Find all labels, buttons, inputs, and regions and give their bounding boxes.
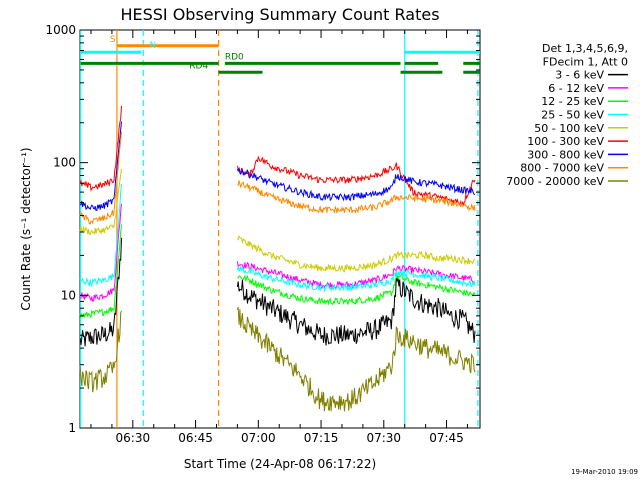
y-axis-label: Count Rate (s⁻¹ detector⁻¹)	[19, 147, 33, 310]
series-line	[79, 131, 122, 225]
x-axis-label: Start Time (24-Apr-08 06:17:22)	[184, 457, 376, 471]
legend: Det 1,3,4,5,6,9,FDecim 1, Att 03 - 6 keV…	[506, 42, 628, 188]
series-line	[79, 183, 122, 288]
series-line	[237, 273, 476, 306]
series-line	[236, 306, 476, 412]
legend-entry-label: 6 - 12 keV	[548, 82, 604, 95]
series-line	[79, 310, 122, 393]
y-tick-label: 100	[53, 156, 76, 170]
legend-entry-label: 50 - 100 keV	[534, 122, 604, 135]
legend-entry-label: 800 - 7000 keV	[520, 162, 604, 175]
series-line	[236, 234, 476, 273]
legend-entry-label: 3 - 6 keV	[555, 69, 604, 82]
legend-entry-label: 25 - 50 keV	[541, 109, 604, 122]
plot-area	[79, 29, 481, 429]
legend-entry-label: 7000 - 20000 keV	[506, 175, 604, 188]
series-line	[236, 265, 476, 293]
status-bar-rd0-label: RD0	[225, 52, 244, 62]
legend-header: Det 1,3,4,5,6,9,	[542, 42, 628, 55]
series-line	[237, 180, 476, 215]
x-tick-label: 06:45	[178, 431, 213, 445]
series-line	[79, 121, 122, 212]
status-bar-rd4-label: RD4	[189, 61, 208, 71]
x-tick-label: 07:30	[366, 431, 401, 445]
series-line	[236, 276, 476, 346]
footer-date: 19-Mar-2010 19:09	[571, 468, 638, 476]
x-tick-label: 07:00	[241, 431, 276, 445]
legend-entry-label: 300 - 800 keV	[527, 148, 604, 161]
status-bar-n-label: N	[150, 41, 157, 51]
legend-header: FDecim 1, Att 0	[543, 55, 628, 68]
series-line	[79, 105, 122, 192]
x-tick-label: 07:15	[304, 431, 339, 445]
series-line	[79, 168, 122, 236]
y-tick-label: 1000	[45, 23, 76, 37]
y-tick-label: 1	[68, 421, 76, 435]
plot-frame	[79, 29, 481, 429]
series-line	[236, 155, 476, 207]
series-line	[236, 166, 476, 202]
y-tick-label: 10	[61, 288, 76, 302]
chart-title: HESSI Observing Summary Count Rates	[120, 5, 439, 24]
series-line	[79, 237, 122, 347]
x-tick-label: 06:30	[116, 431, 151, 445]
legend-entry-label: 100 - 300 keV	[527, 135, 604, 148]
axes: 06:30 06:45 07:00 07:15 07:30 07:45 1 10 100 1000	[45, 23, 480, 445]
series-line	[79, 224, 122, 320]
x-tick-label: 07:45	[429, 431, 464, 445]
status-bar-s-label: S	[110, 35, 116, 45]
status-bars: S N RD0 RD4	[80, 35, 480, 74]
legend-entry-label: 12 - 25 keV	[541, 95, 604, 108]
